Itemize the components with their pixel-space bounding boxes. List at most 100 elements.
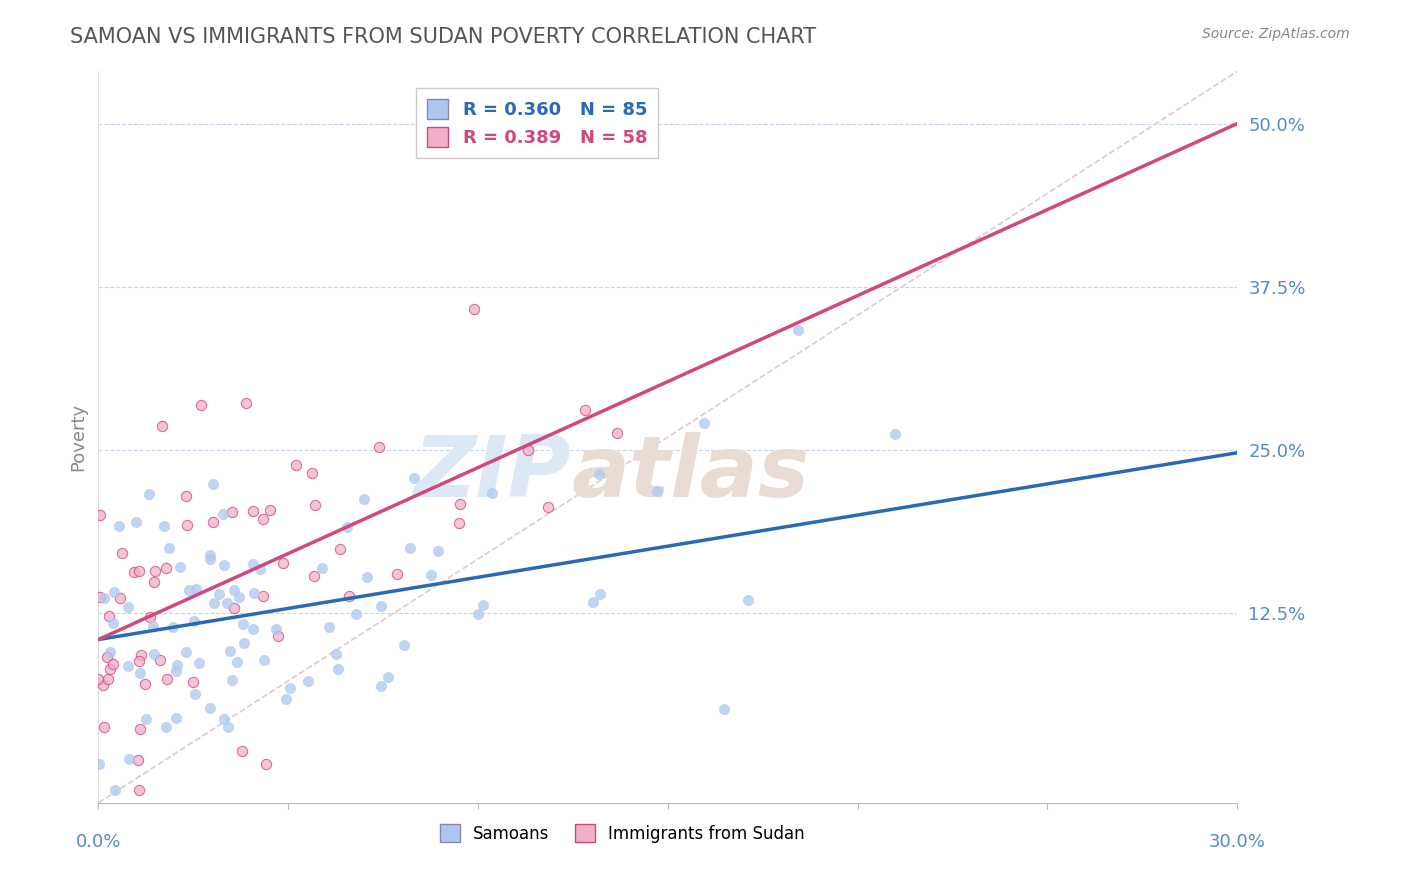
Text: ZIP: ZIP <box>413 432 571 516</box>
Point <box>271 557 294 571</box>
Point <box>463 302 485 317</box>
Point <box>111 546 134 560</box>
Point <box>884 427 907 442</box>
Point <box>202 515 225 529</box>
Point <box>179 583 201 598</box>
Point <box>536 500 558 514</box>
Point <box>737 593 759 607</box>
Point <box>325 647 347 661</box>
Point <box>101 615 124 630</box>
Text: 30.0%: 30.0% <box>1209 833 1265 851</box>
Point <box>155 720 177 734</box>
Point <box>222 582 245 597</box>
Point <box>152 518 174 533</box>
Point <box>267 629 290 643</box>
Point <box>221 673 243 688</box>
Point <box>467 607 489 622</box>
Point <box>235 396 257 410</box>
Point <box>228 590 250 604</box>
Point <box>91 678 114 692</box>
Point <box>118 751 141 765</box>
Point <box>184 582 207 596</box>
Point <box>368 441 391 455</box>
Point <box>328 662 350 676</box>
Point <box>135 712 157 726</box>
Point <box>122 565 145 579</box>
Point <box>127 753 149 767</box>
Point <box>152 419 174 434</box>
Point <box>169 560 191 574</box>
Point <box>176 645 198 659</box>
Point <box>419 568 441 582</box>
Point <box>98 662 121 676</box>
Point <box>174 489 197 503</box>
Point <box>165 664 187 678</box>
Point <box>242 586 264 600</box>
Point <box>198 552 221 566</box>
Point <box>117 659 139 673</box>
Point <box>398 541 420 556</box>
Point <box>176 518 198 533</box>
Point <box>143 564 166 578</box>
Point <box>190 398 212 412</box>
Point <box>187 656 209 670</box>
Point <box>93 720 115 734</box>
Point <box>252 512 274 526</box>
Point <box>693 416 716 430</box>
Point <box>517 443 540 458</box>
Point <box>107 519 129 533</box>
Point <box>155 560 177 574</box>
Point <box>211 507 233 521</box>
Text: atlas: atlas <box>571 432 810 516</box>
Point <box>645 483 668 498</box>
Point <box>713 702 735 716</box>
Text: SAMOAN VS IMMIGRANTS FROM SUDAN POVERTY CORRELATION CHART: SAMOAN VS IMMIGRANTS FROM SUDAN POVERTY … <box>70 27 817 46</box>
Point <box>98 645 121 659</box>
Point <box>128 564 150 578</box>
Point <box>215 596 238 610</box>
Point <box>304 498 326 512</box>
Point <box>606 426 628 441</box>
Point <box>89 591 111 605</box>
Point <box>156 672 179 686</box>
Point <box>264 623 287 637</box>
Point <box>249 562 271 576</box>
Point <box>157 541 180 555</box>
Point <box>353 491 375 506</box>
Point <box>259 503 281 517</box>
Point <box>87 673 110 687</box>
Point <box>404 470 426 484</box>
Point <box>202 476 225 491</box>
Point <box>242 504 264 518</box>
Point <box>96 649 118 664</box>
Point <box>143 647 166 661</box>
Point <box>149 653 172 667</box>
Point <box>302 568 325 582</box>
Point <box>226 655 249 669</box>
Point <box>97 609 120 624</box>
Point <box>138 609 160 624</box>
Point <box>103 657 125 671</box>
Point <box>214 558 236 572</box>
Point <box>427 544 450 558</box>
Point <box>128 653 150 667</box>
Point <box>274 691 297 706</box>
Point <box>117 600 139 615</box>
Point <box>134 677 156 691</box>
Point <box>329 541 352 556</box>
Point <box>297 674 319 689</box>
Point <box>377 670 399 684</box>
Point <box>589 587 612 601</box>
Point <box>370 599 392 614</box>
Point <box>346 607 368 621</box>
Point <box>278 681 301 695</box>
Point <box>184 687 207 701</box>
Point <box>242 623 264 637</box>
Point <box>472 598 495 612</box>
Point <box>181 674 204 689</box>
Point <box>103 584 125 599</box>
Point <box>481 486 503 500</box>
Point <box>356 570 378 584</box>
Point <box>166 657 188 672</box>
Point <box>125 515 148 529</box>
